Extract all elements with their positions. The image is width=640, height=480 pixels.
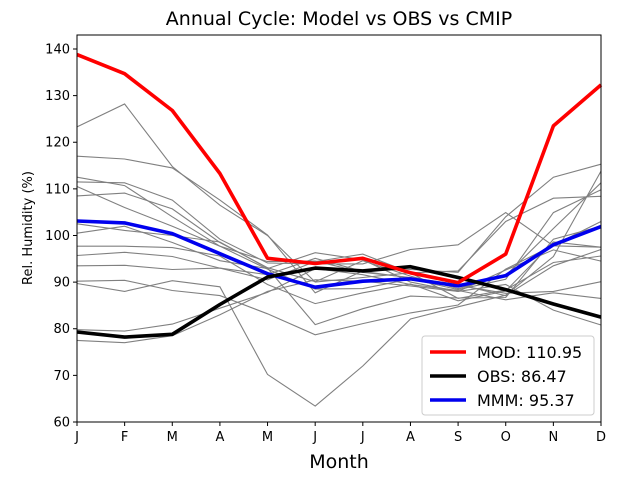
cmip-model-line-12 bbox=[76, 221, 602, 336]
obs-series-line bbox=[76, 264, 602, 339]
axes: 60 70 80 90 100 110 120 130 140 J F M A M J J A S O N D bbox=[45, 34, 606, 445]
axes-frame bbox=[76, 34, 602, 423]
cmip-model-line-15 bbox=[76, 279, 602, 344]
x-tick-label: F bbox=[121, 430, 128, 445]
cmip-model-line-2 bbox=[76, 155, 602, 294]
y-axis-label: Rel. Humidity (%) bbox=[21, 171, 36, 285]
y-tick-label: 100 bbox=[45, 229, 70, 244]
cmip-model-line-10 bbox=[76, 251, 602, 299]
legend-box bbox=[421, 335, 595, 416]
x-tick-label: J bbox=[360, 430, 365, 445]
x-tick-label: M bbox=[262, 430, 273, 445]
mod-series-line bbox=[76, 52, 603, 285]
main-series-lines bbox=[76, 52, 603, 339]
y-tick-label: 110 bbox=[45, 182, 70, 197]
chart-title: Annual Cycle: Model vs OBS vs CMIP bbox=[166, 8, 512, 30]
x-tick-label: D bbox=[596, 430, 606, 445]
y-tick-label: 130 bbox=[45, 89, 70, 104]
x-tick-label: O bbox=[501, 430, 511, 445]
x-tick-label: N bbox=[548, 430, 558, 445]
legend-label: MMM: 95.37 bbox=[477, 391, 575, 410]
x-tick-label: S bbox=[454, 430, 462, 445]
x-axis-label: Month bbox=[309, 451, 369, 473]
y-tick-label: 140 bbox=[45, 42, 70, 57]
y-tick-label: 60 bbox=[53, 416, 70, 431]
x-tick-label: A bbox=[215, 430, 224, 445]
cmip-model-line-8 bbox=[76, 225, 602, 292]
legend-label: MOD: 110.95 bbox=[477, 343, 582, 362]
y-tick-label: 70 bbox=[53, 369, 70, 384]
legend: MOD: 110.95 OBS: 86.47 MMM: 95.37 bbox=[421, 335, 595, 416]
x-tick-label: M bbox=[167, 430, 178, 445]
cmip-model-line-14 bbox=[76, 268, 602, 332]
y-tick-label: 120 bbox=[45, 136, 70, 151]
x-tick-label: A bbox=[406, 430, 415, 445]
x-tick-label: J bbox=[74, 430, 79, 445]
mmm-series-line bbox=[76, 219, 602, 290]
cmip-model-line-7 bbox=[76, 223, 602, 326]
cmip-model-line-9 bbox=[77, 241, 602, 305]
y-tick-label: 90 bbox=[53, 276, 70, 291]
y-tick-label: 80 bbox=[53, 322, 70, 337]
legend-label: OBS: 86.47 bbox=[477, 367, 567, 386]
x-tick-label: J bbox=[312, 430, 317, 445]
cmip-model-line-4 bbox=[76, 181, 602, 265]
